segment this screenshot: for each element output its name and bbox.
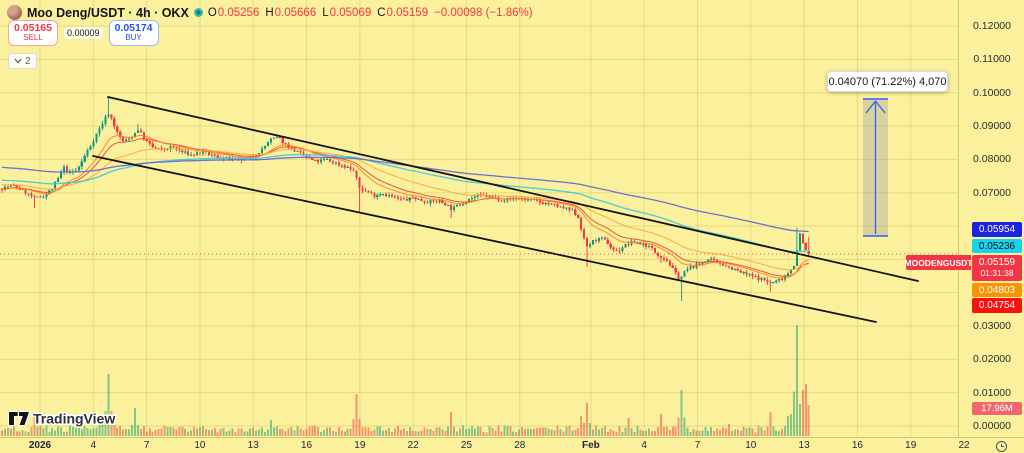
price-axis[interactable]: 0.05954 0.05236 0.05159 01:31:38 0.04803… <box>958 0 1024 437</box>
price-axis-tick: 0.00000 <box>973 420 1011 432</box>
timezone-clock-icon[interactable] <box>996 441 1007 452</box>
ma-value-label-blue: 0.05954 <box>972 222 1022 237</box>
time-axis-label: 25 <box>460 440 473 451</box>
chevron-down-icon <box>14 58 22 64</box>
ma-value-label-orange: 0.04803 <box>972 283 1022 297</box>
time-axis-label: 22 <box>958 440 970 451</box>
time-axis-label: 13 <box>247 440 259 451</box>
measure-tool-label[interactable]: 0.04070 (71.22%) 4,070 <box>827 71 948 92</box>
tradingview-logo[interactable]: TradingView <box>7 409 138 434</box>
time-axis-label: 2026 <box>28 440 52 451</box>
time-axis[interactable]: 2026 4 7 10 13 16 19 22 25 28 Feb 4 7 10 13 16 19 22 <box>0 437 1024 453</box>
price-axis-tick: 0.07000 <box>973 186 1011 199</box>
time-axis-label: 7 <box>694 440 701 451</box>
buy-price: 0.05174 <box>114 22 153 35</box>
price-axis-tick: 0.10000 <box>973 86 1011 99</box>
time-axis-label: 19 <box>905 440 917 451</box>
last-price-label: 0.05159 01:31:38 <box>972 255 1022 281</box>
tradingview-logo-text: TradingView <box>33 411 115 427</box>
last-price-value: 0.05159 <box>978 257 1016 269</box>
time-axis-label: 19 <box>354 440 366 451</box>
spread-value: 0.00009 <box>64 27 103 39</box>
buy-button[interactable]: 0.05174 BUY <box>108 20 159 46</box>
open-value: 0.05256 <box>217 6 260 19</box>
close-label: C <box>377 6 386 19</box>
sell-button[interactable]: 0.05165 SELL <box>8 20 58 46</box>
time-axis-label: 10 <box>745 440 757 451</box>
ma-value-label-cyan: 0.05236 <box>972 239 1022 253</box>
price-axis-tick: 0.11000 <box>973 53 1011 66</box>
time-axis-label: 13 <box>798 440 810 451</box>
time-axis-label: 10 <box>194 440 206 451</box>
low-value: 0.05069 <box>329 6 372 19</box>
high-label: H <box>265 6 274 19</box>
time-axis-label: 7 <box>143 440 150 451</box>
order-panel: 0.05165 SELL 0.00009 0.05174 BUY <box>8 20 159 46</box>
price-axis-tick: 0.02000 <box>973 353 1011 366</box>
indicators-collapse-toggle[interactable]: 2 <box>8 53 37 69</box>
symbol-logo-icon <box>7 5 22 20</box>
indicators-count: 2 <box>25 55 31 67</box>
price-axis-tick: 0.09000 <box>973 120 1011 133</box>
buy-label: BUY <box>125 33 142 43</box>
open-label: O <box>207 6 217 19</box>
price-axis-tick: 0.03000 <box>973 320 1011 332</box>
time-axis-label: 16 <box>851 440 863 451</box>
low-label: L <box>322 6 329 19</box>
price-axis-tick: 0.08000 <box>973 153 1011 166</box>
time-axis-label: 4 <box>90 440 97 451</box>
volume-value-label: 17.96M <box>972 402 1022 415</box>
bar-countdown: 01:31:38 <box>980 267 1014 278</box>
time-axis-label: 28 <box>514 440 526 451</box>
time-axis-label: 22 <box>407 440 419 451</box>
sell-label: SELL <box>23 33 43 43</box>
symbol-price-tag: MOODENGUSDT <box>905 255 973 270</box>
ma-value-label-red: 0.04754 <box>972 298 1022 313</box>
time-axis-label: Feb <box>581 440 600 451</box>
price-axis-tick: 0.12000 <box>973 20 1011 33</box>
price-axis-tick: 0.01000 <box>973 386 1011 399</box>
time-axis-label: 16 <box>300 440 313 451</box>
close-value: 0.05159 <box>386 6 429 19</box>
ohlc-values: O 0.05256 H 0.05666 L 0.05069 C 0.05159 −0.0… <box>208 7 533 19</box>
change-value: −0.00098 (−1.86%) <box>434 6 533 19</box>
sell-price: 0.05165 <box>14 22 52 35</box>
time-axis-label: 4 <box>641 440 647 451</box>
symbol-legend: Moo Deng/USDT · 4h · OKX O 0.05256 H 0.056… <box>7 5 533 20</box>
market-status-icon[interactable] <box>193 8 203 17</box>
tradingview-logo-glyph <box>7 410 31 427</box>
high-value: 0.05666 <box>274 6 317 19</box>
symbol-title[interactable]: Moo Deng/USDT · 4h · OKX <box>27 5 189 20</box>
